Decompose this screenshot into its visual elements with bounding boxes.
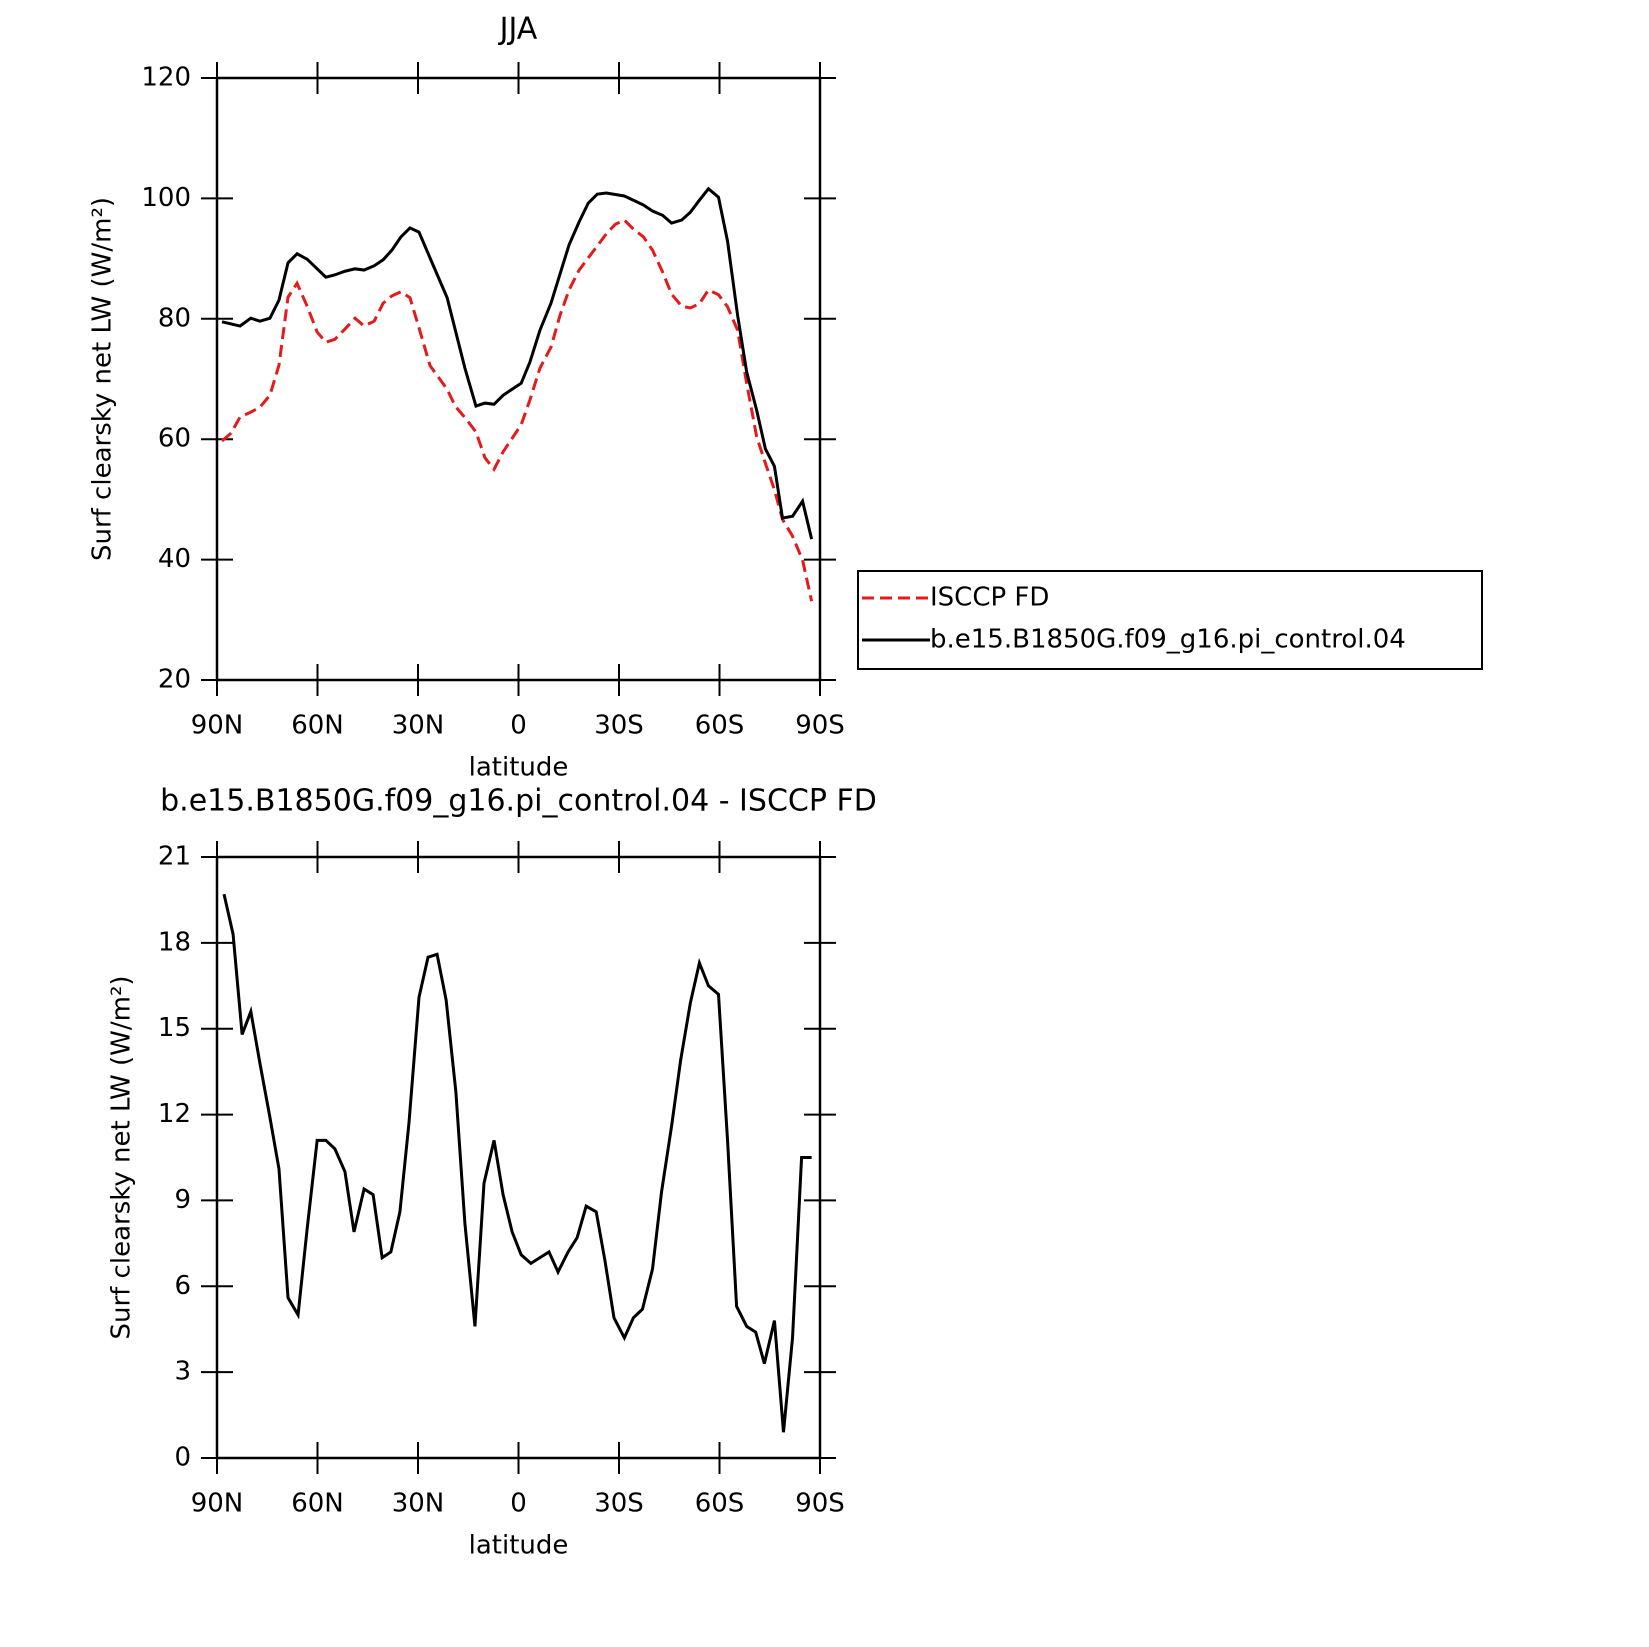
x-tick-label: 30S xyxy=(594,1489,644,1519)
legend-label: ISCCP FD xyxy=(930,583,1049,613)
x-tick-label: 30S xyxy=(594,711,644,741)
x-tick-label: 0 xyxy=(510,1489,527,1519)
x-tick-label: 60N xyxy=(291,711,344,741)
legend-box xyxy=(857,570,1483,670)
y-tick-label: 15 xyxy=(158,1013,191,1043)
chart-title: JJA xyxy=(498,12,538,47)
x-tick-label: 0 xyxy=(510,711,527,741)
x-axis-label: latitude xyxy=(469,753,569,783)
x-tick-label: 90N xyxy=(191,1489,244,1519)
x-tick-label: 90S xyxy=(795,1489,845,1519)
y-tick-label: 18 xyxy=(158,927,191,957)
data-line xyxy=(222,893,812,1433)
y-tick-label: 60 xyxy=(158,424,191,454)
x-tick-label: 30N xyxy=(392,711,445,741)
legend-label: b.e15.B1850G.f09_g16.pi_control.04 xyxy=(930,625,1406,655)
y-tick-label: 3 xyxy=(174,1357,191,1387)
y-tick-label: 100 xyxy=(141,183,191,213)
x-tick-label: 60N xyxy=(291,1489,344,1519)
y-tick-label: 20 xyxy=(158,665,191,695)
x-tick-label: 90S xyxy=(795,711,845,741)
x-tick-label: 30N xyxy=(392,1489,445,1519)
y-tick-label: 21 xyxy=(158,842,191,872)
y-tick-label: 12 xyxy=(158,1099,191,1129)
plot-frame xyxy=(215,76,822,682)
data-line xyxy=(221,186,814,540)
y-axis-label: Surf clearsky net LW (W/m²) xyxy=(107,975,137,1339)
chart-title: b.e15.B1850G.f09_g16.pi_control.04 - ISC… xyxy=(160,784,877,819)
y-tick-label: 120 xyxy=(141,63,191,93)
y-tick-label: 9 xyxy=(174,1185,191,1215)
x-tick-label: 90N xyxy=(191,711,244,741)
x-axis-label: latitude xyxy=(469,1531,569,1561)
x-tick-label: 60S xyxy=(695,1489,745,1519)
x-tick-label: 60S xyxy=(695,711,745,741)
data-line xyxy=(221,218,814,602)
y-tick-label: 80 xyxy=(158,303,191,333)
y-tick-label: 0 xyxy=(174,1443,191,1473)
y-tick-label: 40 xyxy=(158,544,191,574)
y-tick-label: 6 xyxy=(174,1271,191,1301)
y-axis-label: Surf clearsky net LW (W/m²) xyxy=(88,197,118,561)
